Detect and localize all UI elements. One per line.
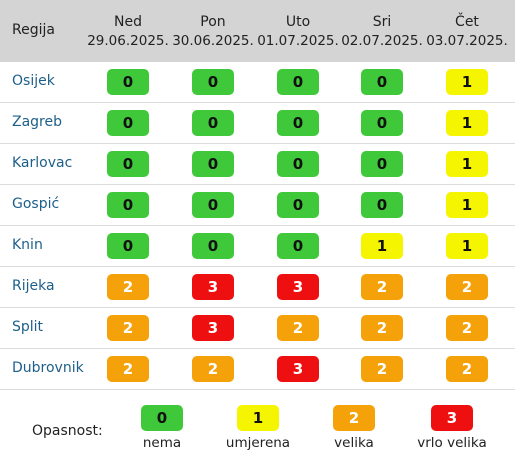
table-row: Split 2 3 2 2 2 (0, 308, 515, 349)
table-row: Zagreb 0 0 0 0 1 (0, 103, 515, 144)
danger-level-badge: 0 (141, 405, 183, 431)
danger-level-badge: 2 (107, 315, 149, 341)
danger-level-badge: 2 (446, 274, 488, 300)
danger-level-badge: 1 (361, 233, 403, 259)
danger-level-badge: 2 (361, 274, 403, 300)
region-link-knin[interactable]: Knin (12, 237, 43, 253)
danger-level-badge: 2 (192, 356, 234, 382)
danger-level-badge: 0 (277, 110, 319, 136)
danger-level-badge: 2 (446, 356, 488, 382)
region-link-karlovac[interactable]: Karlovac (12, 155, 73, 171)
legend-title: Opasnost: (32, 423, 103, 439)
danger-level-badge: 0 (107, 233, 149, 259)
danger-level-badge: 0 (107, 110, 149, 136)
table-row: Rijeka 2 3 3 2 2 (0, 267, 515, 308)
day-header-3: Sri 02.07.2025. (337, 13, 427, 51)
danger-level-badge: 0 (192, 192, 234, 218)
danger-level-badge: 0 (192, 233, 234, 259)
danger-level-badge: 0 (277, 233, 319, 259)
danger-level-badge: 1 (237, 405, 279, 431)
danger-level-badge: 2 (446, 315, 488, 341)
legend-item: 0 nema (117, 405, 207, 451)
day-name: Uto (285, 14, 311, 30)
day-header-4: Čet 03.07.2025. (422, 13, 512, 51)
danger-level-badge: 0 (107, 192, 149, 218)
danger-level-badge: 0 (361, 192, 403, 218)
region-link-zagreb[interactable]: Zagreb (12, 114, 63, 130)
table-header: Regija Ned 29.06.2025. Pon 30.06.2025. U… (0, 0, 515, 62)
danger-level-badge: 2 (277, 315, 319, 341)
day-date: 01.07.2025. (257, 33, 339, 49)
table-row: Karlovac 0 0 0 0 1 (0, 144, 515, 185)
day-name: Ned (114, 14, 142, 30)
table-row: Gospić 0 0 0 0 1 (0, 185, 515, 226)
day-header-2: Uto 01.07.2025. (253, 13, 343, 51)
legend-item: 2 velika (309, 405, 399, 451)
day-date: 03.07.2025. (426, 33, 508, 49)
danger-level-badge: 1 (446, 69, 488, 95)
danger-level-badge: 0 (107, 69, 149, 95)
danger-level-badge: 0 (277, 69, 319, 95)
danger-level-badge: 0 (192, 69, 234, 95)
danger-level-badge: 0 (192, 110, 234, 136)
danger-level-badge: 3 (192, 274, 234, 300)
region-link-split[interactable]: Split (12, 319, 44, 335)
day-date: 02.07.2025. (341, 33, 423, 49)
danger-level-badge: 3 (431, 405, 473, 431)
table-row: Dubrovnik 2 2 3 2 2 (0, 349, 515, 390)
danger-level-badge: 3 (277, 274, 319, 300)
danger-level-badge: 3 (192, 315, 234, 341)
region-link-rijeka[interactable]: Rijeka (12, 278, 55, 294)
region-link-gospic[interactable]: Gospić (12, 196, 60, 212)
danger-level-badge: 1 (446, 192, 488, 218)
danger-legend: Opasnost: 0 nema 1 umjerena 2 velika 3 v… (0, 393, 515, 465)
region-column-header: Regija (12, 22, 55, 38)
region-link-osijek[interactable]: Osijek (12, 73, 55, 89)
legend-label: vrlo velika (417, 435, 487, 451)
danger-level-badge: 0 (192, 151, 234, 177)
danger-level-badge: 0 (107, 151, 149, 177)
danger-level-badge: 0 (361, 69, 403, 95)
danger-level-badge: 0 (361, 151, 403, 177)
day-name: Sri (372, 14, 392, 30)
danger-level-badge: 2 (107, 356, 149, 382)
danger-level-badge: 2 (361, 315, 403, 341)
danger-level-badge: 2 (361, 356, 403, 382)
danger-level-badge: 3 (277, 356, 319, 382)
region-link-dubrovnik[interactable]: Dubrovnik (12, 360, 84, 376)
legend-label: umjerena (225, 435, 291, 451)
table-row: Osijek 0 0 0 0 1 (0, 62, 515, 103)
legend-item: 1 umjerena (213, 405, 303, 451)
danger-level-badge: 0 (277, 192, 319, 218)
day-date: 30.06.2025. (172, 33, 254, 49)
legend-item: 3 vrlo velika (407, 405, 497, 451)
legend-label: nema (142, 435, 182, 451)
legend-label: velika (334, 435, 374, 451)
danger-level-badge: 2 (333, 405, 375, 431)
day-name: Čet (455, 14, 479, 30)
day-date: 29.06.2025. (87, 33, 169, 49)
danger-level-badge: 1 (446, 151, 488, 177)
table-row: Knin 0 0 0 1 1 (0, 226, 515, 267)
danger-level-badge: 0 (277, 151, 319, 177)
day-header-0: Ned 29.06.2025. (83, 13, 173, 51)
danger-level-badge: 1 (446, 110, 488, 136)
danger-level-badge: 1 (446, 233, 488, 259)
day-name: Pon (200, 14, 226, 30)
day-header-1: Pon 30.06.2025. (168, 13, 258, 51)
danger-level-badge: 0 (361, 110, 403, 136)
danger-level-badge: 2 (107, 274, 149, 300)
